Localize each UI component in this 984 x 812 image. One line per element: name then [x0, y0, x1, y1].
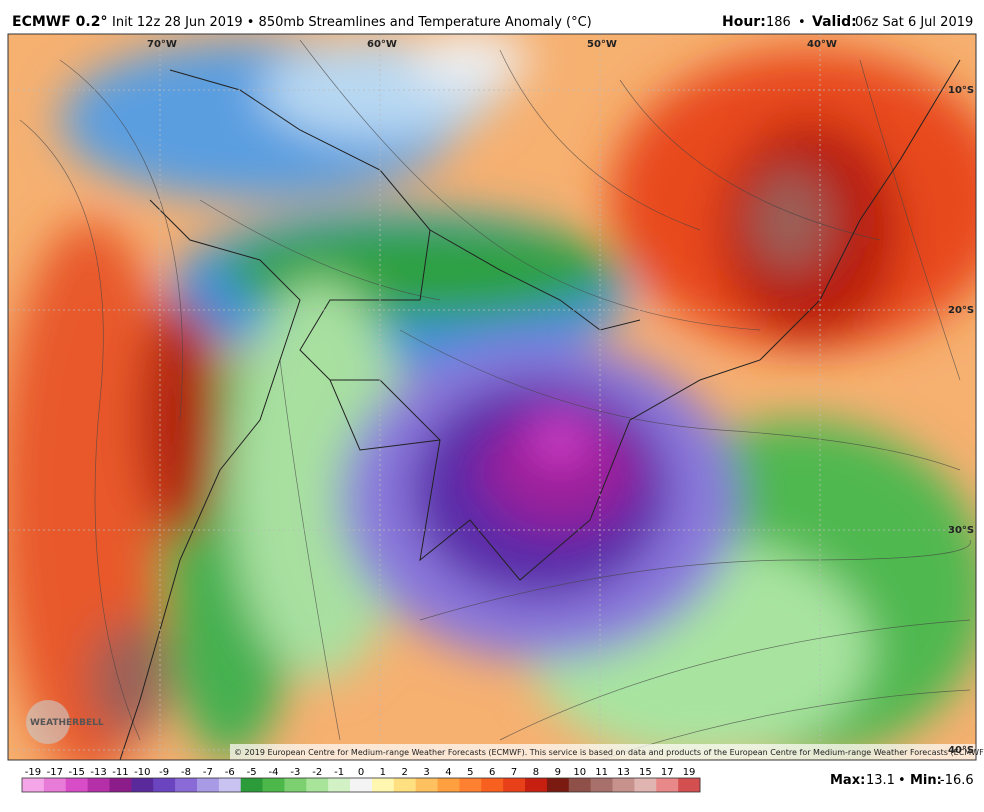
colorbar-swatch [656, 778, 679, 792]
colorbar-label: 8 [533, 767, 539, 778]
lon-label: 40°W [807, 39, 837, 50]
colorbar-label: 3 [423, 767, 429, 778]
colorbar-label: 17 [661, 767, 674, 778]
valid-label: Valid: [812, 14, 857, 30]
lon-label: 70°W [147, 39, 177, 50]
colorbar-swatch [328, 778, 351, 792]
colorbar-swatch [284, 778, 307, 792]
lat-label: 20°S [948, 305, 974, 316]
colorbar-label: -3 [290, 767, 300, 778]
colorbar-label: 4 [445, 767, 451, 778]
colorbar-label: -2 [312, 767, 322, 778]
colorbar-swatch [196, 778, 220, 792]
colorbar-swatch [65, 778, 89, 792]
colorbar-swatch [240, 778, 264, 792]
valid: 06z Sat 6 Jul 2019 [855, 15, 973, 30]
colorbar-label: 10 [573, 767, 586, 778]
colorbar-label: -11 [112, 767, 128, 778]
colorbar-label: 5 [467, 767, 473, 778]
colorbar-swatch [153, 778, 176, 792]
colorbar-swatch [503, 778, 526, 792]
colorbar-label: 2 [402, 767, 408, 778]
colorbar-label: 9 [555, 767, 561, 778]
lon-label: 60°W [367, 39, 397, 50]
lat-label: 30°S [948, 525, 974, 536]
colorbar-swatch [175, 778, 198, 792]
colorbar-label: 13 [617, 767, 630, 778]
colorbar-label: -15 [69, 767, 85, 778]
colorbar-label: -4 [269, 767, 279, 778]
streamlines [19, 39, 971, 760]
colorbar-swatch [459, 778, 482, 792]
hour-label: Hour: [722, 14, 766, 30]
colorbar-swatch [590, 778, 614, 792]
description: Init 12z 28 Jun 2019 • 850mb Streamlines… [112, 15, 592, 30]
colorbar-swatch [87, 778, 110, 792]
map-field [8, 34, 976, 760]
logo: WEATHERBELL [30, 718, 104, 728]
colorbar-swatch [306, 778, 329, 792]
colorbar-label: -10 [134, 767, 150, 778]
colorbar-label: -7 [203, 767, 213, 778]
colorbar-label: -8 [181, 767, 191, 778]
max: 13.1 [866, 773, 895, 788]
min: -16.6 [940, 773, 974, 788]
max-label: Max: [830, 773, 865, 788]
colorbar-swatch [437, 778, 460, 792]
colorbar-label: -5 [247, 767, 257, 778]
colorbar-swatch [678, 778, 701, 792]
colorbar-swatch [634, 778, 657, 792]
separator: • [898, 773, 906, 788]
lat-label: 10°S [948, 85, 974, 96]
lat-label: 40°S [948, 745, 974, 756]
hour: 186 [766, 15, 791, 30]
colorbar-label: 7 [511, 767, 517, 778]
colorbar-label: -6 [225, 767, 235, 778]
colorbar-label: -13 [90, 767, 106, 778]
colorbar-swatch [393, 778, 417, 792]
colorbar-swatch [568, 778, 592, 792]
colorbar-swatch [371, 778, 395, 792]
logo-mark [26, 700, 70, 744]
colorbar-label: -19 [25, 767, 41, 778]
colorbar-swatch [481, 778, 504, 792]
colorbar-label: 19 [683, 767, 696, 778]
colorbar-swatch [131, 778, 154, 792]
colorbar-label: 6 [489, 767, 495, 778]
colorbar-swatch [109, 778, 132, 792]
colorbar-swatch [415, 778, 439, 792]
colorbar-label: 1 [380, 767, 386, 778]
colorbar-swatch [612, 778, 635, 792]
colorbar-label: 11 [595, 767, 608, 778]
colorbar-label: 15 [639, 767, 652, 778]
graticule [8, 34, 976, 760]
colorbar-swatch [22, 778, 45, 792]
separator: • [798, 15, 806, 30]
colorbar-label: -17 [47, 767, 63, 778]
colorbar-swatch [43, 778, 67, 792]
min-label: Min: [910, 773, 942, 788]
colorbar-swatch [218, 778, 242, 792]
colorbar-swatch [262, 778, 285, 792]
model: ECMWF 0.2° [12, 14, 107, 30]
colorbar-swatch [546, 778, 570, 792]
lon-label: 50°W [587, 39, 617, 50]
colorbar-label: -9 [159, 767, 169, 778]
colorbar-swatch [350, 778, 373, 792]
colorbar: -19 -17 -15 -13 -11 -10 -9 -8 -7 -6 -5 -4 -3 -2 -1 0 1 2 3… [22, 767, 701, 792]
colorbar-label: -1 [334, 767, 344, 778]
credit: © 2019 European Centre for Medium-range … [234, 748, 984, 757]
colorbar-label: 0 [358, 767, 364, 778]
colorbar-swatch [525, 778, 548, 792]
